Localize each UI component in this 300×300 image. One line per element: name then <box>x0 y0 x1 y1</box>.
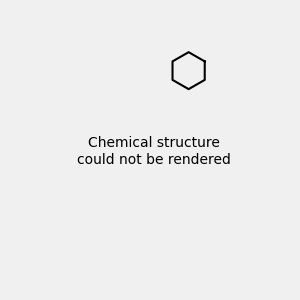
Text: Chemical structure
could not be rendered: Chemical structure could not be rendered <box>77 136 231 166</box>
